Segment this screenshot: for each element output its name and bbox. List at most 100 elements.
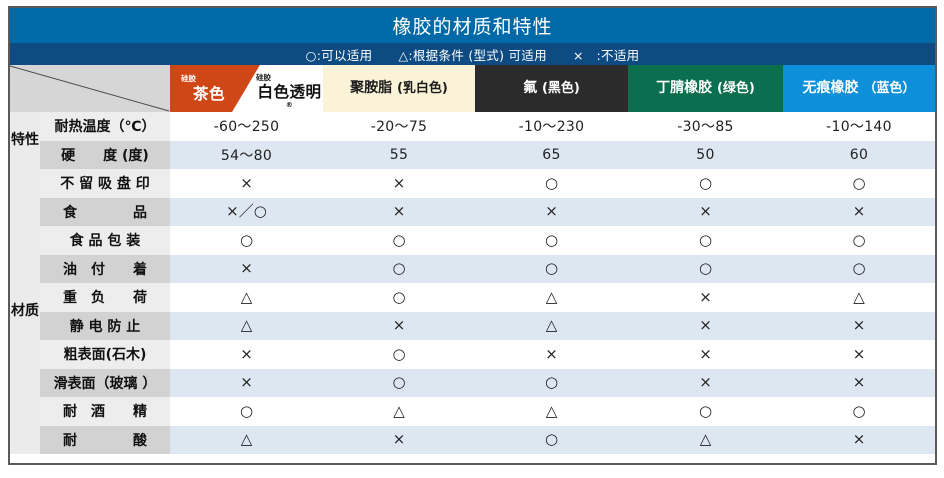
nitrile-color: (绿色) <box>716 80 755 96</box>
row-label: 油 付 着 <box>40 254 170 283</box>
cell-value: △ <box>628 425 783 454</box>
row-label: 食 品 <box>40 197 170 226</box>
legend-bar: ○:可以适用 △:根据条件 (型式) 可适用 × :不适用 <box>10 43 935 65</box>
fluorine-name: 氟 <box>523 79 538 96</box>
cell-value: × <box>628 368 783 397</box>
cell-value: × <box>628 283 783 312</box>
cell-value: ○ <box>323 283 475 312</box>
cell-value: × <box>170 254 323 283</box>
cell-value: × <box>170 368 323 397</box>
cell-value: △ <box>475 397 628 426</box>
cell-value: 50 <box>628 140 783 169</box>
diagonal-divider-icon <box>10 65 170 112</box>
row-label: 静 电 防 止 <box>40 311 170 340</box>
cell-value: △ <box>475 311 628 340</box>
cell-value: × <box>475 197 628 226</box>
markfree-name: 无痕橡胶 <box>802 79 859 96</box>
cell-value: ○ <box>475 226 628 255</box>
silicone-brown-tag: 硅胶 <box>181 74 196 83</box>
row-label: 不 留 吸 盘 印 <box>40 169 170 198</box>
row-label: 耐 酒 精 <box>40 397 170 426</box>
cell-value: × <box>475 340 628 369</box>
polyamide-name: 聚胺脂 <box>350 79 393 96</box>
cell-value: ○ <box>170 226 323 255</box>
group-label-properties: 特性 <box>10 112 40 169</box>
cell-value: × <box>783 311 935 340</box>
cell-value: 55 <box>323 140 475 169</box>
cell-value: ○ <box>323 226 475 255</box>
row-label: 硬 度 (度) <box>40 140 170 169</box>
row-label: 耐 酸 <box>40 425 170 454</box>
table-row: 耐 酸 △ × ○ △ × <box>10 425 935 454</box>
cell-value: ○ <box>475 425 628 454</box>
table-row: 重 负 荷 △ ○ △ × △ <box>10 283 935 312</box>
cell-value: -30〜85 <box>628 112 783 141</box>
cell-value: ○ <box>475 169 628 198</box>
cell-value: △ <box>170 425 323 454</box>
cell-value: △ <box>323 397 475 426</box>
cell-value: -10〜140 <box>783 112 935 141</box>
table-row: 食 品 ×／○ × × × × <box>10 197 935 226</box>
cell-value: △ <box>783 283 935 312</box>
cell-value: ○ <box>783 397 935 426</box>
cell-value: ○ <box>628 254 783 283</box>
table-row: 滑表面（玻璃 ） × ○ ○ × × <box>10 368 935 397</box>
cell-value: ○ <box>475 254 628 283</box>
materials-matrix: 硅胶 茶色 硅胶 白色透明® 聚胺脂 (乳白色) 氟 (黑色) 丁腈橡 <box>10 65 935 454</box>
silicone-brown-name: 茶色 <box>193 85 226 103</box>
silicone-clear-name: 白色透明® <box>257 83 322 109</box>
cell-value: ○ <box>323 368 475 397</box>
table-frame: 橡胶的材质和特性 ○:可以适用 △:根据条件 (型式) 可适用 × :不适用 <box>8 6 937 465</box>
cell-value: × <box>170 340 323 369</box>
cell-value: ○ <box>323 340 475 369</box>
row-label: 滑表面（玻璃 ） <box>40 368 170 397</box>
cell-value: × <box>628 197 783 226</box>
table-row: 食 品 包 装 ○ ○ ○ ○ ○ <box>10 226 935 255</box>
cell-value: -10〜230 <box>475 112 628 141</box>
cell-value: ○ <box>783 254 935 283</box>
cell-value: -60〜250 <box>170 112 323 141</box>
table-row: 特性 耐热温度（℃） -60〜250 -20〜75 -10〜230 -30〜85… <box>10 112 935 169</box>
cell-value: △ <box>170 283 323 312</box>
cell-value: × <box>323 425 475 454</box>
row-label: 耐热温度（℃） <box>40 112 170 141</box>
cell-value: × <box>323 169 475 198</box>
registered-mark: ® <box>285 100 294 109</box>
column-header-silicone: 硅胶 茶色 硅胶 白色透明® <box>170 65 323 112</box>
cell-value: × <box>323 197 475 226</box>
cell-value: 54〜80 <box>170 140 323 169</box>
table-row: 材质 不 留 吸 盘 印 × × ○ ○ ○ <box>10 169 935 454</box>
silicone-clear-tag: 硅胶 <box>256 73 271 82</box>
cell-value: ○ <box>323 254 475 283</box>
cell-value: 60 <box>783 140 935 169</box>
table-row: 粗表面(石木) × ○ × × × <box>10 340 935 369</box>
corner-cell <box>10 65 170 112</box>
group-label-material: 材质 <box>10 169 40 454</box>
cell-value: ○ <box>628 169 783 198</box>
column-header-polyamide: 聚胺脂 (乳白色) <box>323 65 475 112</box>
cell-value: × <box>783 197 935 226</box>
cell-value: -20〜75 <box>323 112 475 141</box>
legend-circle: ○:可以适用 <box>305 47 373 63</box>
fluorine-color: (黑色) <box>541 80 580 96</box>
cell-value: × <box>783 368 935 397</box>
cell-value: △ <box>475 283 628 312</box>
table-row: 硬 度 (度) 54〜80 55 65 50 60 <box>10 140 935 169</box>
cell-value: × <box>783 340 935 369</box>
table-row: 油 付 着 × ○ ○ ○ ○ <box>10 254 935 283</box>
cell-value: ○ <box>628 226 783 255</box>
row-label: 重 负 荷 <box>40 283 170 312</box>
cell-value: ×／○ <box>170 197 323 226</box>
cell-value: 65 <box>475 140 628 169</box>
cell-value: × <box>323 311 475 340</box>
column-header-fluorine: 氟 (黑色) <box>475 65 628 112</box>
cell-value: × <box>628 340 783 369</box>
column-header-row: 硅胶 茶色 硅胶 白色透明® 聚胺脂 (乳白色) 氟 (黑色) 丁腈橡 <box>10 65 935 112</box>
cell-value: △ <box>170 311 323 340</box>
row-label: 粗表面(石木) <box>40 340 170 369</box>
cell-value: × <box>783 425 935 454</box>
legend-cross: × :不适用 <box>572 47 640 63</box>
cell-value: ○ <box>170 397 323 426</box>
page-title: 橡胶的材质和特性 <box>10 8 935 43</box>
